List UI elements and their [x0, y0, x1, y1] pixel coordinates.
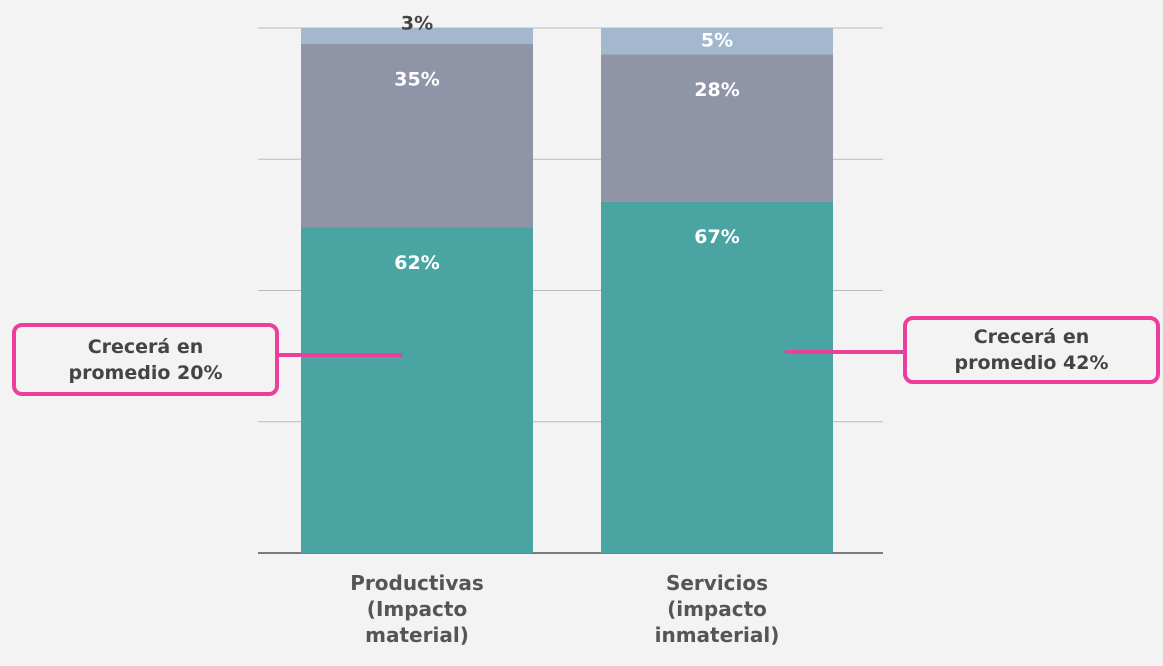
x-tick-label: Productivas (Impacto material): [350, 571, 484, 647]
value-label: 5%: [701, 30, 733, 52]
bar-segment: [301, 43, 533, 228]
value-label: 28%: [694, 79, 739, 101]
value-label: 3%: [401, 13, 433, 35]
bar-segment: [601, 201, 833, 553]
annotation: Crecerá en promedio 42%: [903, 316, 1160, 384]
x-tick-label: Servicios (impacto inmaterial): [654, 571, 780, 647]
value-label: 67%: [694, 226, 739, 248]
annotation: Crecerá en promedio 20%: [12, 323, 279, 396]
bar-segment: [301, 28, 533, 44]
bar-segment: [601, 28, 833, 55]
value-label: 35%: [394, 68, 439, 90]
value-label: 62%: [394, 252, 439, 274]
bar-segment: [301, 227, 533, 553]
bar-segment: [601, 54, 833, 202]
